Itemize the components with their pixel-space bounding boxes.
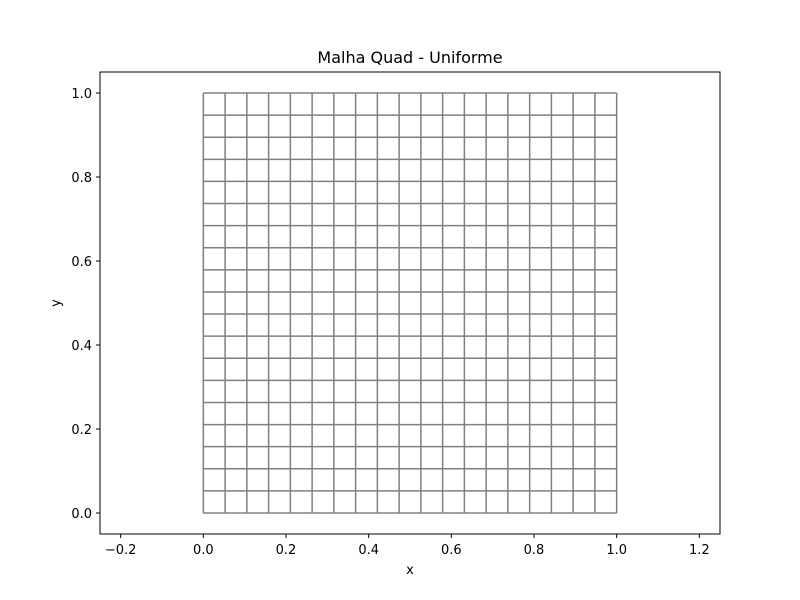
x-tick-label: 1.2	[689, 543, 710, 558]
x-tick-label: 0.8	[524, 543, 545, 558]
quad-mesh	[202, 92, 618, 514]
axes-frame	[99, 71, 721, 535]
y-tick-label: 0.0	[71, 507, 92, 522]
y-tick-label: 0.4	[71, 339, 92, 354]
y-tick-label: 1.0	[71, 87, 92, 102]
y-axis-label: y	[49, 299, 64, 307]
x-axis-ticks: −0.2 0.0 0.2 0.4 0.6 0.8 1.0 1.2	[105, 534, 710, 558]
x-tick-label: 1.0	[606, 543, 627, 558]
x-axis-label: x	[406, 563, 414, 578]
x-tick-label: 0.2	[276, 543, 297, 558]
x-tick-label: −0.2	[105, 543, 137, 558]
x-tick-label: 0.4	[358, 543, 379, 558]
x-tick-label: 0.6	[441, 543, 462, 558]
chart-title: Malha Quad - Uniforme	[317, 48, 502, 67]
y-tick-label: 0.8	[71, 171, 92, 186]
y-axis-ticks: 0.0 0.2 0.4 0.6 0.8 1.0	[71, 87, 100, 522]
x-tick-label: 0.0	[193, 543, 214, 558]
y-tick-label: 0.2	[71, 423, 92, 438]
y-tick-label: 0.6	[71, 255, 92, 270]
